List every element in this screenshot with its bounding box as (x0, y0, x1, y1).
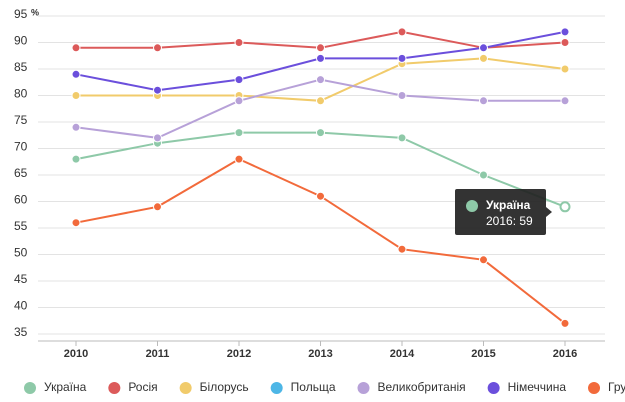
point (479, 43, 488, 53)
y-unit: % (31, 7, 39, 17)
legend-label: Польща (291, 380, 336, 394)
legend-label: Росія (128, 380, 157, 394)
x-tick-label: 2016 (553, 348, 577, 360)
tooltip-text: 2016: 59 (486, 214, 533, 228)
legend-label: Грузія (608, 380, 625, 394)
x-tick-label: 2014 (390, 348, 415, 360)
y-tick-label: 50 (14, 246, 28, 260)
tooltip-swatch (466, 200, 478, 212)
legend-label: Білорусь (200, 380, 249, 394)
point (316, 191, 325, 201)
point (479, 96, 488, 106)
point (397, 27, 407, 37)
point (71, 154, 81, 164)
x-tick-label: 2013 (308, 348, 332, 360)
tooltip-box (455, 189, 546, 235)
point (234, 96, 244, 106)
y-tick-label: 45 (14, 272, 28, 286)
point (153, 133, 162, 143)
point (560, 38, 570, 47)
legend-swatch (179, 382, 192, 394)
point (560, 64, 570, 74)
point (71, 122, 81, 132)
tooltip-title: Україна (486, 198, 531, 212)
x-tick-label: 2011 (146, 348, 170, 360)
point (316, 96, 325, 106)
tooltip-arrow (546, 207, 552, 217)
point (316, 43, 325, 53)
point (234, 38, 244, 47)
y-tick-label: 65 (14, 166, 28, 180)
point (71, 69, 81, 79)
point (153, 85, 162, 95)
point (234, 75, 244, 85)
point (560, 318, 570, 328)
y-tick-label: 85 (14, 60, 28, 74)
point (479, 53, 488, 63)
point (559, 201, 571, 213)
point (316, 53, 325, 63)
y-tick-label: 90 (14, 34, 28, 48)
legend-swatch (24, 382, 36, 394)
point (560, 27, 570, 37)
point (397, 244, 407, 254)
point (234, 128, 244, 138)
point (316, 75, 325, 85)
point (234, 154, 244, 164)
x-tick-label: 2015 (471, 348, 495, 360)
x-tick-label: 2012 (227, 348, 251, 360)
point (71, 91, 81, 100)
legend-swatch (357, 382, 370, 394)
series-line (75, 157, 566, 325)
y-tick-label: 40 (14, 299, 28, 313)
legend-swatch (588, 382, 601, 394)
y-tick-label: 35 (14, 325, 28, 339)
legend-swatch (108, 382, 121, 394)
legend-label: Україна (44, 380, 87, 394)
point (153, 202, 162, 212)
y-tick-label: 70 (14, 140, 28, 154)
point (316, 128, 325, 138)
point (397, 91, 407, 100)
legend-label: Німеччина (508, 380, 567, 394)
point (153, 43, 162, 53)
y-tick-label: 75 (14, 113, 28, 127)
legend-label: Великобританія (378, 380, 466, 394)
point (479, 255, 488, 265)
y-tick-label: 80 (14, 87, 28, 101)
y-tick-label: 60 (14, 193, 28, 207)
point (397, 53, 407, 63)
point (71, 43, 81, 53)
y-tick-label: 95 (14, 7, 28, 21)
point (560, 96, 570, 106)
x-tick-label: 2010 (64, 348, 88, 360)
legend-swatch (487, 382, 500, 394)
legend-swatch (270, 382, 283, 394)
point (71, 218, 81, 228)
y-tick-label: 55 (14, 219, 28, 233)
point (397, 133, 407, 143)
point (479, 170, 488, 180)
